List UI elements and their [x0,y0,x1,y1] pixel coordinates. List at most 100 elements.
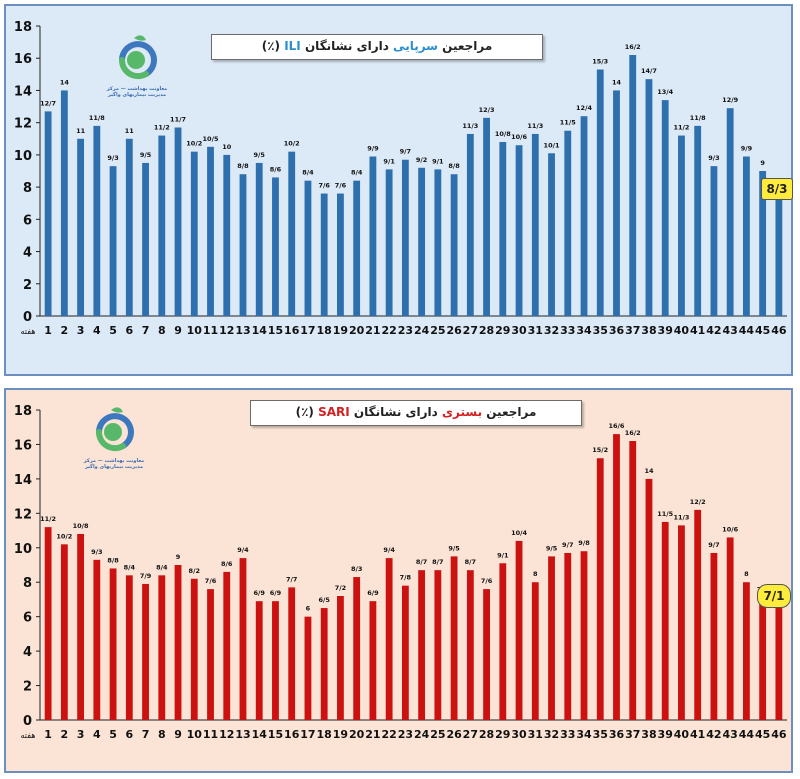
bar [207,589,214,720]
bar [44,527,52,720]
bar [710,166,718,316]
sari-chart-panel: 0 2 4 6 8 10 12 14 16 18 11/2 1 10/2 2 10/8 3 9/3 4 8/8 5 8/… [4,388,793,773]
x-tick-label: 30 [511,324,527,337]
bar [596,458,604,720]
data-label: 15/2 [592,446,608,454]
data-label: 9/2 [416,156,427,164]
data-label: 8/4 [351,169,363,177]
x-tick-label: 13 [235,728,250,741]
bar [337,193,344,316]
bar [174,565,182,720]
bar [44,111,52,316]
data-label: 14 [612,78,622,86]
bar [499,142,507,316]
bar [304,180,312,316]
x-tick-label: 16 [284,728,300,741]
x-tick-label: 13 [235,324,250,337]
data-label: 10/2 [56,532,72,540]
ili-chart-panel: 0 2 4 6 8 10 12 14 16 18 12/7 1 14 2 11 3 11/8 4 9/3 5 11 6 9/… [4,4,793,376]
data-label: 15/3 [592,58,608,66]
data-label: 9/5 [448,544,460,552]
data-label: 10/4 [511,529,527,537]
sari-bar-chart: 02468101214161811/2110/2210/839/348/858/… [14,404,787,741]
bar [223,571,231,720]
x-tick-label: 37 [625,728,640,741]
title-highlight: بستری [442,405,483,419]
data-label: 11/3 [462,122,478,130]
bar [450,556,458,720]
bar [742,582,750,720]
data-label: 8/7 [432,558,443,566]
bar [125,575,133,720]
x-tick-label: 15 [268,324,283,337]
y-tick-label: 16 [14,438,32,453]
bar [109,166,117,316]
bar [142,162,149,316]
data-label: 11/5 [560,119,576,127]
data-label: 11/2 [154,124,170,132]
title-part: (٪) [295,405,319,419]
x-tick-label: 46 [771,324,787,337]
x-tick-label: 10 [187,324,203,337]
data-label: 9/3 [107,154,118,162]
data-label: 9/9 [741,145,753,153]
x-tick-label: 14 [252,728,268,741]
x-tick-label: 6 [125,728,133,741]
bar [742,156,750,316]
bar [190,151,198,316]
y-tick-label: 12 [14,117,32,132]
bar [77,534,85,720]
bar [353,577,361,720]
bar [466,133,474,316]
bar [613,90,620,316]
bar [580,551,588,720]
x-tick-label: 21 [365,728,380,741]
data-label: 6/9 [270,589,282,597]
data-label: 10/2 [186,140,202,148]
data-label: 10/5 [203,135,219,143]
x-tick-label: 42 [706,324,721,337]
x-tick-label: 25 [430,324,445,337]
data-label: 12/2 [690,498,706,506]
data-label: 12/9 [722,96,738,104]
x-tick-label: 36 [609,728,625,741]
x-tick-label: 39 [658,728,673,741]
x-tick-label: 29 [495,324,510,337]
data-label: 10/6 [722,525,738,533]
data-label: 11/8 [690,114,706,122]
data-label: 9/4 [383,546,395,554]
bar [304,616,312,720]
title-highlight: سرپایی [393,39,438,53]
data-label: 8/7 [416,558,427,566]
bar [726,108,734,317]
data-label: 6/9 [367,589,379,597]
y-tick-label: 2 [23,680,32,695]
data-label: 8/4 [156,563,168,571]
x-tick-label: 36 [609,324,625,337]
data-label: 9/3 [708,154,719,162]
bar [401,159,409,316]
data-label: 7/8 [400,574,412,582]
data-label: 9/7 [708,541,719,549]
data-label: 8/6 [270,165,282,173]
x-tick-label: 22 [381,728,396,741]
bar [515,145,523,316]
data-label: 16/2 [625,43,641,51]
x-tick-label: 10 [187,728,203,741]
x-tick-label: 4 [93,728,101,741]
bar [661,100,669,316]
y-tick-label: 10 [14,542,32,557]
bar [564,552,572,720]
y-tick-label: 16 [14,52,32,67]
bar [483,117,490,316]
x-tick-label: 11 [203,728,218,741]
x-tick-label: 43 [723,728,738,741]
x-tick-label: 25 [430,728,445,741]
bar [272,177,279,316]
data-label: 11/7 [170,116,186,124]
data-label: 11/8 [89,114,105,122]
bar [759,171,767,316]
bar [337,596,344,720]
y-tick-label: 18 [14,404,32,419]
data-label: 7/6 [335,182,347,190]
